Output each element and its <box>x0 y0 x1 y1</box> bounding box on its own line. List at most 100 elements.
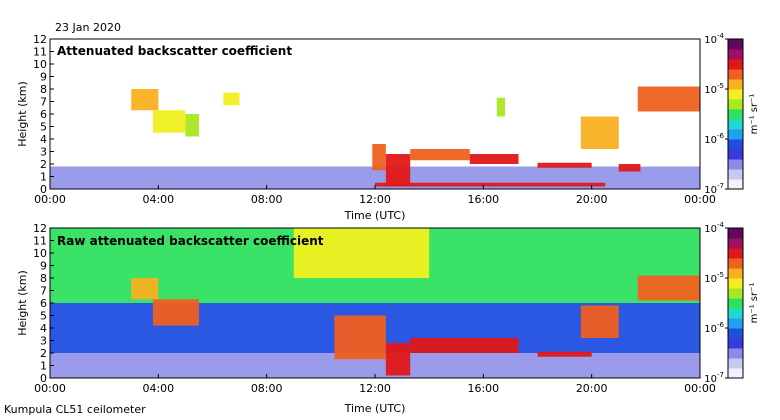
colorbar-swatch <box>728 59 743 70</box>
y-tick-label: 10 <box>33 247 47 260</box>
x-tick-label: 08:00 <box>251 382 283 395</box>
y-tick-label: 12 <box>33 222 47 235</box>
y-tick-label: 4 <box>40 322 47 335</box>
y-tick-label: 11 <box>33 235 47 248</box>
x-tick-label: 16:00 <box>467 193 499 206</box>
colorbar-frame <box>727 227 744 379</box>
y-tick-label: 6 <box>40 108 47 121</box>
x-tick-label: 04:00 <box>142 382 174 395</box>
x-tick-label: 12:00 <box>359 382 391 395</box>
panel-title: Raw attenuated backscatter coefficient <box>57 234 324 248</box>
panel-attenuated: Attenuated backscatter coefficient 01234… <box>16 32 760 222</box>
y-axis-label: Height (km) <box>16 270 29 336</box>
colorbar-tick-label: 10-7 <box>704 371 724 385</box>
y-tick-label: 9 <box>40 71 47 84</box>
x-axis: 00:00 04:00 08:00 12:00 16:00 20:00 00:00 <box>34 185 716 206</box>
colorbar-swatch <box>728 298 743 309</box>
y-tick-label: 9 <box>40 260 47 273</box>
y-tick-label: 7 <box>40 96 47 109</box>
y-tick-label: 7 <box>40 285 47 298</box>
colorbar-swatch <box>728 179 743 190</box>
echo-region <box>496 97 505 117</box>
y-tick-label: 5 <box>40 310 47 323</box>
y-tick-label: 2 <box>40 158 47 171</box>
colorbar-swatch <box>728 338 743 349</box>
colorbar-frame <box>727 38 744 190</box>
colorbar-swatch <box>728 238 743 249</box>
echo-region <box>375 182 606 187</box>
echo-region <box>580 305 619 338</box>
echo-region <box>293 228 430 278</box>
x-tick-label: 00:00 <box>684 193 716 206</box>
colorbar-swatch <box>728 348 743 359</box>
colorbar-tick-label: 10-4 <box>704 32 724 46</box>
colorbar-swatch <box>728 139 743 150</box>
echo-region <box>637 275 700 301</box>
echo-region <box>537 351 592 357</box>
x-tick-label: 20:00 <box>576 382 608 395</box>
panel-title: Attenuated backscatter coefficient <box>57 44 292 58</box>
y-tick-label: 8 <box>40 272 47 285</box>
heatmap-area <box>50 86 700 189</box>
colorbar-swatch <box>728 99 743 110</box>
colorbar-swatch <box>728 79 743 90</box>
x-tick-label: 16:00 <box>467 382 499 395</box>
colorbar-tick-label: 10-4 <box>704 221 724 235</box>
y-tick-label: 11 <box>33 46 47 59</box>
colorbar-swatch <box>728 328 743 339</box>
colorbar-label: m⁻¹ sr⁻¹ <box>749 283 760 324</box>
colorbar-swatch <box>728 278 743 289</box>
echo-region <box>385 343 411 376</box>
echo-region <box>152 299 199 326</box>
echo-region <box>131 89 159 111</box>
colorbar-swatch <box>728 228 743 239</box>
colorbar-swatch <box>728 39 743 50</box>
x-axis: 00:00 04:00 08:00 12:00 16:00 20:00 00:00 <box>34 374 716 395</box>
y-tick-label: 6 <box>40 297 47 310</box>
colorbar: 10-4 10-5 10-6 10-7 m⁻¹ sr⁻¹ <box>704 221 760 385</box>
colorbar-label: m⁻¹ sr⁻¹ <box>749 94 760 135</box>
heatmap-area <box>50 228 700 378</box>
echo-region <box>410 338 519 353</box>
x-tick-label: 04:00 <box>142 193 174 206</box>
colorbar-tick-label: 10-6 <box>704 321 724 335</box>
y-tick-label: 2 <box>40 347 47 360</box>
x-axis-label: Time (UTC) <box>344 209 406 222</box>
colorbar-swatch <box>728 318 743 329</box>
echo-region <box>637 86 700 112</box>
x-axis-label: Time (UTC) <box>344 402 406 415</box>
footer-label: Kumpula CL51 ceilometer <box>4 403 146 416</box>
echo-region <box>469 154 519 164</box>
panel-raw: Raw attenuated backscatter coefficient 0… <box>16 221 760 415</box>
x-tick-label: 00:00 <box>684 382 716 395</box>
colorbar-swatch <box>728 149 743 160</box>
colorbar-swatch <box>728 129 743 140</box>
y-tick-label: 3 <box>40 335 47 348</box>
colorbar-tick-label: 10-6 <box>704 132 724 146</box>
y-tick-label: 1 <box>40 171 47 184</box>
date-label: 23 Jan 2020 <box>55 21 121 34</box>
echo-region <box>152 110 186 133</box>
y-tick-label: 1 <box>40 360 47 373</box>
echo-region <box>385 154 411 187</box>
colorbar-tick-label: 10-5 <box>704 82 724 96</box>
echo-region <box>185 114 199 137</box>
colorbar-swatch <box>728 368 743 379</box>
colorbar-swatch <box>728 169 743 180</box>
x-tick-label: 08:00 <box>251 193 283 206</box>
colorbar-tick-label: 10-7 <box>704 182 724 196</box>
echo-region <box>334 315 386 360</box>
colorbar-swatch <box>728 69 743 80</box>
y-tick-label: 8 <box>40 83 47 96</box>
echo-region <box>618 164 641 172</box>
y-tick-label: 0 <box>40 183 47 196</box>
echo-region <box>580 116 619 149</box>
y-tick-label: 5 <box>40 121 47 134</box>
echo-region <box>131 278 159 300</box>
colorbar-swatch <box>728 109 743 120</box>
colorbar-swatch <box>728 288 743 299</box>
colorbar-swatch <box>728 89 743 100</box>
